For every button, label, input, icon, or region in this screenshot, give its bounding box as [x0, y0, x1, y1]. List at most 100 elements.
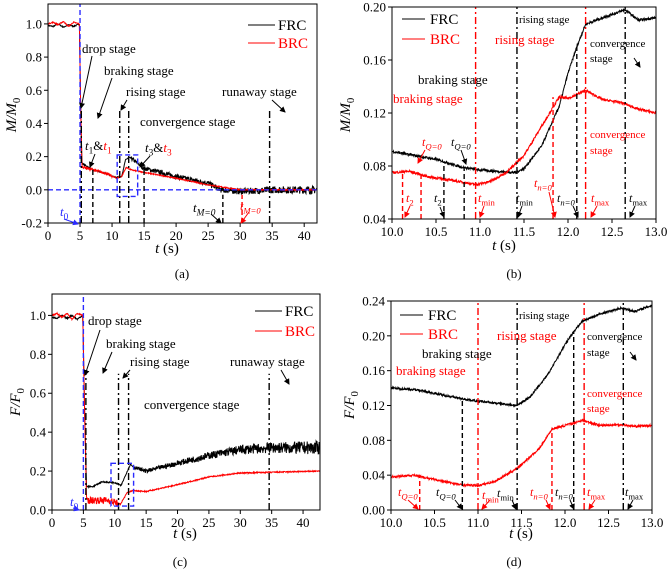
stage-annotation: convergence — [590, 38, 645, 50]
stage-annotation-subscript: 3 — [167, 149, 172, 159]
chart-panel-a: 0 5 10 15 20 25 30 35 40-0.20.00.20.40.60.81.0t … — [4, 3, 318, 281]
stage-annotation: tQ=0​ — [398, 485, 418, 501]
stage-annotation: stage — [590, 53, 613, 65]
stage-annotation-part: t — [85, 138, 89, 153]
stage-annotation-part: convergence — [587, 331, 642, 343]
plot-area — [48, 4, 317, 223]
stage-annotation: tmin​ — [516, 191, 533, 207]
y-tick-label: 0.2 — [30, 464, 46, 479]
y-axis-label-part: F/F — [342, 396, 358, 420]
stage-annotation-part: runaway stage — [222, 84, 297, 99]
x-tick-label: 10.5 — [425, 224, 448, 239]
x-axis-label-part: t — [173, 526, 178, 542]
chart-panel-c: 0 5 10 15 20 25 30 35 400.00.20.40.60.81.0t (s)F… — [8, 293, 321, 569]
zoom-region-box — [116, 154, 139, 198]
y-tick-label: 0.4 — [30, 425, 47, 440]
stage-annotation-subscript: Q=0 — [439, 491, 456, 501]
legend-label-frc: FRC — [285, 304, 313, 320]
annotation-arrow-icon — [439, 206, 445, 218]
stage-annotation-part: t — [70, 494, 74, 509]
stage-annotation: braking stage — [422, 346, 492, 361]
y-tick-label: 1.0 — [30, 308, 46, 323]
x-axis-label-part: (s) — [177, 526, 197, 542]
x-tick-label: 0 — [45, 228, 52, 243]
y-axis-label-subscript: 0 — [11, 98, 23, 103]
y-tick-label: 0.12 — [362, 398, 385, 413]
stage-annotation: convergence — [590, 129, 645, 141]
y-tick-label: 1.0 — [26, 16, 42, 31]
zoom-region-box — [110, 462, 135, 507]
x-tick-label: 11.0 — [469, 224, 491, 239]
stage-annotation-part: t — [591, 191, 595, 205]
x-axis-label: t (s) — [155, 241, 179, 257]
annotation-arrow-icon — [478, 205, 485, 218]
stage-annotation: t2​ — [434, 191, 442, 207]
annotation-arrow-icon — [511, 499, 517, 510]
stage-annotation-part: t — [497, 486, 501, 500]
stage-annotation: tn=0​ — [534, 176, 552, 192]
x-tick-label: 20 — [171, 515, 184, 530]
x-tick-label: 11.0 — [467, 515, 489, 530]
y-tick-label: 0.08 — [362, 433, 385, 448]
stage-annotation-part: stage — [590, 53, 613, 65]
stage-annotation-part: t — [534, 176, 538, 190]
y-tick-label: 0.8 — [26, 50, 42, 65]
x-axis-label-part: (s) — [496, 238, 516, 254]
x-axis-label: t (s) — [492, 238, 516, 254]
stage-annotation-subscript: n=0 — [560, 197, 575, 207]
x-tick-label: 13.0 — [645, 224, 668, 239]
x-tick-label: 10.5 — [423, 515, 446, 530]
x-tick-label: 35 — [266, 228, 279, 243]
annotation-arrow-icon — [629, 205, 636, 218]
plot-area — [391, 301, 652, 510]
y-tick-label: 0.8 — [30, 347, 46, 362]
stage-annotation: t0​ — [60, 204, 69, 223]
stage-annotation: tQ=0​ — [422, 135, 442, 151]
stage-annotation-subscript: n=0 — [558, 491, 573, 501]
annotation-arrow-icon — [407, 499, 419, 510]
stage-annotation-part: t — [557, 191, 561, 205]
stage-annotation-subscript: 2 — [409, 197, 413, 207]
stage-annotation: rising stage — [519, 310, 570, 322]
plot-frame — [51, 293, 321, 511]
y-tick-label: 0.24 — [362, 294, 385, 309]
stage-annotation: tn=0​ — [530, 485, 548, 501]
stage-annotation: rising stage — [126, 84, 186, 99]
y-tick-label: 0.4 — [26, 116, 43, 131]
stage-annotation-part: t — [406, 191, 410, 205]
stage-annotation: stage — [587, 403, 610, 415]
stage-annotation: rising stage — [495, 32, 555, 47]
stage-annotation: convergence stage — [140, 114, 236, 129]
legend-label-brc: BRC — [430, 32, 460, 48]
stage-annotation: braking stage — [393, 91, 463, 106]
annotation-arrow-icon — [460, 149, 468, 165]
stage-annotation: tmin​ — [482, 488, 499, 504]
stage-annotation-subscript: 1 — [89, 147, 94, 157]
stage-annotation-part: braking stage — [104, 63, 174, 78]
stage-annotation-subscript: 1 — [107, 147, 112, 157]
annotation-arrow-icon — [79, 55, 93, 109]
legend-label-frc: FRC — [278, 18, 306, 34]
stage-annotation-part: t — [625, 485, 629, 499]
x-tick-label: 10.0 — [380, 515, 403, 530]
stage-annotation-part: convergence stage — [140, 114, 236, 129]
stage-annotation: tmax​ — [587, 485, 606, 501]
annotation-arrow-icon — [210, 213, 222, 224]
series-line-brc — [391, 418, 652, 488]
annotation-arrow-icon — [404, 205, 411, 218]
stage-annotation: tn=0​ — [557, 191, 575, 207]
stage-annotation-subscript: n=0 — [533, 491, 548, 501]
x-tick-label: 5 — [77, 228, 84, 243]
annotation-arrow-icon — [88, 153, 96, 168]
stage-annotation-part: rising stage — [519, 310, 570, 322]
stage-annotation: tmax​ — [591, 191, 610, 207]
annotation-arrow-icon — [102, 351, 113, 374]
y-axis-label: F/F0​ — [8, 388, 27, 417]
stage-annotation: tM=0​ — [193, 200, 216, 219]
stage-annotation: drop stage — [88, 313, 142, 328]
y-tick-label: 0.2 — [26, 149, 42, 164]
stage-annotation-part: drop stage — [82, 41, 136, 56]
series-line-brc — [52, 311, 320, 507]
stage-annotation-part: convergence stage — [144, 397, 240, 412]
stage-annotation-part: t — [193, 200, 197, 215]
